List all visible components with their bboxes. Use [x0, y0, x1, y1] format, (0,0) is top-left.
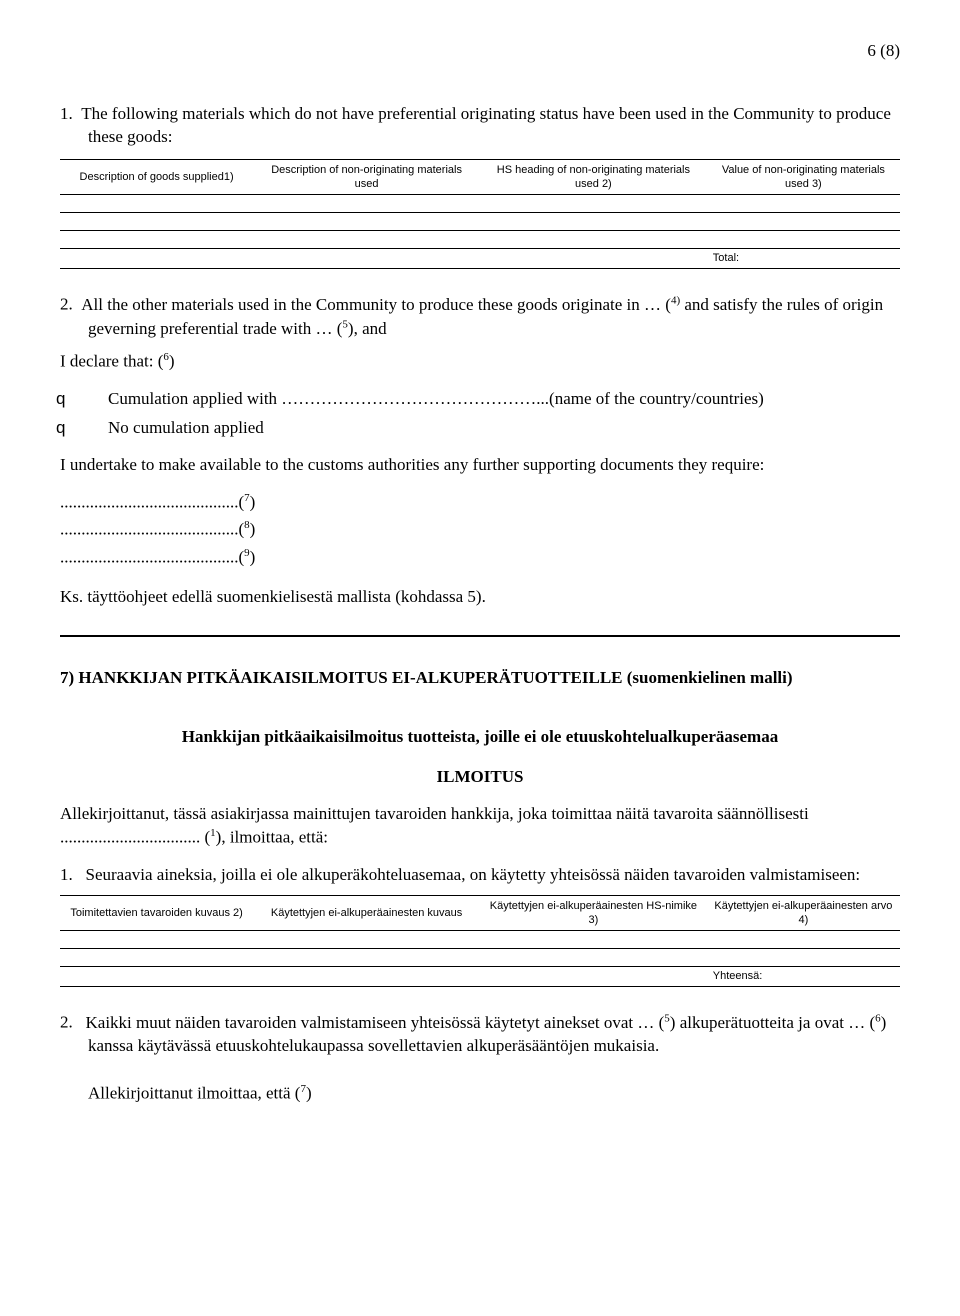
s1-p2-num: 2. [60, 295, 73, 314]
s1-intro-num: 1. [60, 104, 73, 123]
s2-li2-text: Kaikki muut näiden tavaroiden valmistami… [86, 1013, 887, 1055]
undertake-line: I undertake to make available to the cus… [60, 454, 900, 477]
s1-p2-text: All the other materials used in the Comm… [81, 295, 883, 338]
table-row [60, 949, 900, 967]
s1-intro-text: The following materials which do not hav… [81, 104, 891, 146]
t2-h3: Käytettyjen ei-alkuperäainesten HS-nimik… [480, 895, 707, 931]
t2-h4: Käytettyjen ei-alkuperäainesten arvo 4) [707, 895, 900, 931]
t1-h3: HS heading of non-originating materials … [480, 159, 707, 195]
table-row-total: Total: [60, 249, 900, 269]
t2-h1: Toimitettavien tavaroiden kuvaus 2) [60, 895, 253, 931]
materials-table-2: Toimitettavien tavaroiden kuvaus 2) Käyt… [60, 895, 900, 987]
s1-para2: 2. All the other materials used in the C… [60, 293, 900, 340]
dots-8: ........................................… [60, 518, 900, 542]
table-row-total: Yhteensä: [60, 967, 900, 987]
t1-h4: Value of non-originating materials used … [707, 159, 900, 195]
table-row [60, 195, 900, 213]
s2-li1-text: Seuraavia aineksia, joilla ei ole alkupe… [86, 865, 861, 884]
t2-total: Yhteensä: [707, 967, 900, 987]
s2-ilmoitus: ILMOITUS [60, 766, 900, 789]
dots-9: ........................................… [60, 546, 900, 570]
q1-text: Cumulation applied with ……………………………………….… [108, 389, 764, 408]
t1-total: Total: [707, 249, 900, 269]
t2-h2: Käytettyjen ei-alkuperäainesten kuvaus [253, 895, 480, 931]
t1-h1: Description of goods supplied1) [60, 159, 253, 195]
ks-line: Ks. täyttöohjeet edellä suomenkielisestä… [60, 586, 900, 609]
q-option-2: qNo cumulation applied [60, 417, 900, 440]
page-number: 6 (8) [60, 40, 900, 63]
s2-title: 7) HANKKIJAN PITKÄAIKAISILMOITUS EI-ALKU… [60, 667, 900, 690]
divider [60, 635, 900, 637]
s2-p1: Allekirjoittanut, tässä asiakirjassa mai… [60, 803, 900, 850]
s2-li1-num: 1. [60, 865, 73, 884]
t1-h2: Description of non-originating materials… [253, 159, 480, 195]
q2-text: No cumulation applied [108, 418, 264, 437]
table-row [60, 231, 900, 249]
table-row [60, 931, 900, 949]
table-row-gap [60, 213, 900, 231]
q-option-1: qCumulation applied with ………………………………………… [60, 388, 900, 411]
s2-subtitle: Hankkijan pitkäaikaisilmoitus tuotteista… [60, 726, 900, 749]
s1-intro: 1. The following materials which do not … [60, 103, 900, 149]
s2-li2-num: 2. [60, 1013, 73, 1032]
dots-7: ........................................… [60, 491, 900, 515]
declare-line: I declare that: (6) [60, 350, 900, 374]
s2-li1: 1. Seuraavia aineksia, joilla ei ole alk… [60, 864, 900, 887]
q-mark-2: q [84, 417, 108, 440]
s2-li2: 2. Kaikki muut näiden tavaroiden valmist… [60, 1011, 900, 1058]
q-mark-1: q [84, 388, 108, 411]
s2-last: Allekirjoittanut ilmoittaa, että (7) [60, 1082, 900, 1106]
materials-table-1: Description of goods supplied1) Descript… [60, 159, 900, 269]
